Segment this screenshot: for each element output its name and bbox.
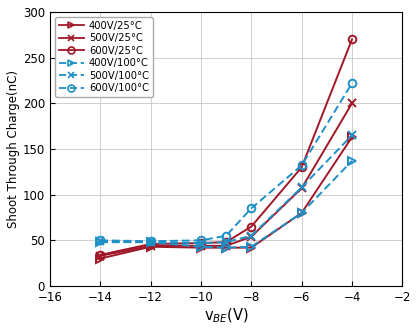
Legend: 400V/25°C, 500V/25°C, 600V/25°C, 400V/100°C, 500V/100°C, 600V/100°C: 400V/25°C, 500V/25°C, 600V/25°C, 400V/10…	[55, 17, 153, 98]
X-axis label: v$_{BE}$(V): v$_{BE}$(V)	[204, 307, 249, 325]
Y-axis label: Shoot Through Charge(nC): Shoot Through Charge(nC)	[7, 70, 20, 228]
